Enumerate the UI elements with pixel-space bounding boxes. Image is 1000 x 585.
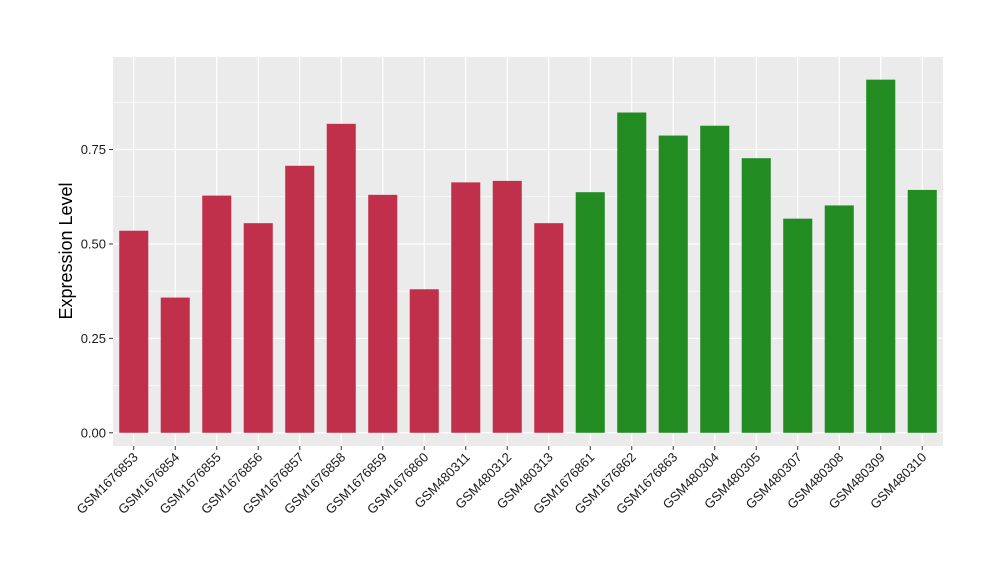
bar-gsm480311 (451, 182, 481, 433)
bar-gsm480305 (741, 158, 771, 433)
x-axis: GSM1676853GSM1676854GSM1676855GSM1676856… (74, 446, 929, 517)
y-tick-label: 0.25 (81, 331, 106, 346)
bar-gsm1676863 (658, 135, 688, 433)
bar-gsm480313 (534, 223, 564, 433)
bar-gsm1676854 (160, 297, 190, 433)
bar-gsm1676856 (243, 223, 273, 433)
bar-gsm1676861 (575, 192, 605, 433)
y-axis: 0.00 0.25 0.50 0.75 (81, 142, 113, 440)
bar-gsm480307 (783, 218, 813, 433)
bar-gsm1676853 (119, 230, 149, 433)
y-tick-label: 0.50 (81, 236, 106, 251)
bar-gsm480312 (492, 180, 522, 433)
bar-gsm1676860 (409, 289, 439, 433)
bar-gsm480308 (824, 205, 854, 433)
bar-gsm1676855 (202, 195, 232, 433)
plot-panel (113, 57, 943, 446)
bar-gsm1676859 (368, 194, 398, 433)
bars (119, 79, 937, 433)
bar-gsm1676857 (285, 165, 315, 433)
bar-gsm480310 (907, 189, 937, 433)
bar-gsm1676862 (617, 112, 647, 433)
bar-gsm1676858 (326, 123, 356, 433)
y-axis-title: Expression Level (56, 182, 76, 319)
y-tick-label: 0.75 (81, 142, 106, 157)
bar-gsm480304 (700, 125, 730, 433)
y-tick-label: 0.00 (81, 425, 106, 440)
bar-gsm480309 (866, 79, 896, 433)
